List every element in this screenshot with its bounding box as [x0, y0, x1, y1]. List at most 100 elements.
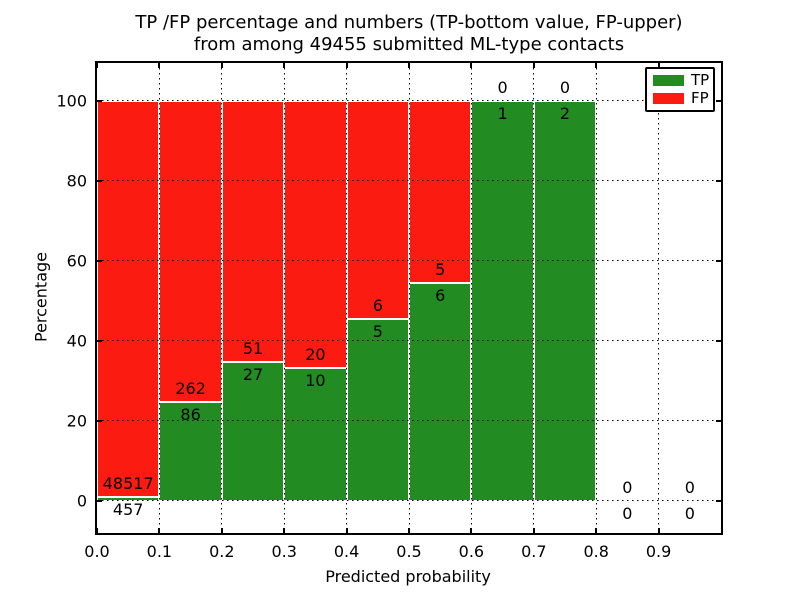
x-tick-label: 0.7 [521, 542, 547, 561]
y-tick-mark-right [716, 99, 721, 102]
fp-count-label: 5 [435, 259, 446, 279]
x-tick-mark-top [220, 63, 223, 68]
fp-count-label: 51 [242, 339, 264, 359]
vertical-gridline [470, 63, 472, 533]
x-tick-mark [470, 528, 473, 533]
x-tick-mark-top [96, 63, 98, 68]
fp-count-label: 0 [684, 477, 695, 497]
chart-title-line1: TP /FP percentage and numbers (TP-bottom… [135, 12, 683, 33]
chart-title: TP /FP percentage and numbers (TP-bottom… [135, 12, 682, 56]
y-tick-mark-right [716, 259, 721, 262]
chart-title-line2: from among 49455 submitted ML-type conta… [193, 34, 625, 55]
tp-bar-segment [409, 282, 472, 501]
y-tick-mark-right [716, 419, 721, 422]
x-tick-mark [96, 528, 98, 533]
legend-item-tp: TP [653, 73, 709, 88]
x-tick-label: 0.6 [458, 542, 485, 561]
tp-bar-segment [221, 362, 285, 501]
x-tick-mark [345, 528, 348, 533]
fp-count-label: 48517 [102, 474, 154, 494]
x-tick-mark-top [657, 63, 660, 68]
legend: TP FP [645, 67, 715, 112]
fp-count-label: 0 [497, 77, 508, 97]
x-tick-label: 0.8 [583, 542, 609, 561]
x-tick-label: 0.9 [645, 542, 672, 561]
tp-bar-segment [346, 318, 409, 501]
tp-bar-segment [284, 367, 347, 501]
fp-count-label: 20 [305, 344, 326, 364]
y-tick-label: 0 [76, 491, 87, 511]
horizontal-gridline [97, 500, 721, 502]
y-tick-mark [97, 499, 102, 502]
tp-count-label: 10 [305, 370, 326, 390]
y-tick-label: 100 [56, 91, 87, 111]
tp-bar-segment [471, 100, 534, 501]
tp-bar-segment [533, 100, 597, 501]
tp-count-label: 5 [372, 321, 383, 341]
fp-count-label: 262 [175, 379, 206, 399]
horizontal-gridline [97, 100, 721, 102]
tp-count-label: 6 [435, 285, 446, 305]
fp-count-label: 6 [372, 295, 383, 315]
horizontal-gridline [97, 260, 721, 262]
tp-color-swatch [653, 75, 684, 86]
fp-bar-segment [284, 100, 347, 368]
x-tick-label: 0.4 [333, 542, 360, 561]
x-axis-label: Predicted probability [325, 567, 491, 586]
x-tick-mark [408, 528, 410, 533]
y-tick-label: 20 [66, 411, 87, 431]
fp-count-label: 0 [559, 77, 571, 97]
horizontal-gridline [97, 180, 721, 182]
y-tick-mark [97, 339, 102, 342]
vertical-gridline [595, 63, 597, 533]
y-axis-label: Percentage [31, 251, 51, 343]
plot-area: 48517 457 262 86 51 27 20 10 6 5 5 6 0 1 0 2 0 0 0 0 0.0 0.1 0… [56, 61, 723, 561]
vertical-gridline [158, 63, 160, 533]
vertical-gridline [346, 63, 348, 533]
y-tick-label: 40 [66, 331, 87, 351]
x-tick-mark-top [532, 63, 535, 68]
x-tick-label: 0.2 [209, 542, 235, 561]
tp-count-label: 0 [622, 503, 633, 523]
x-tick-mark [595, 528, 598, 533]
tp-count-label: 1 [497, 103, 508, 123]
tp-count-label: 0 [684, 503, 695, 523]
horizontal-gridline [97, 420, 721, 422]
y-tick-mark [97, 99, 102, 102]
x-tick-mark [283, 528, 286, 533]
fp-bar-segment [159, 100, 222, 403]
x-tick-mark [158, 528, 161, 533]
x-tick-mark-top [158, 63, 161, 68]
fp-bar-segment [221, 100, 285, 363]
x-tick-mark-top [470, 63, 473, 68]
y-tick-mark-right [716, 339, 721, 342]
tp-count-label: 2 [559, 103, 571, 123]
x-tick-mark [657, 528, 660, 533]
x-tick-mark [532, 528, 535, 533]
x-tick-label: 0.0 [84, 542, 110, 561]
y-tick-mark-right [716, 499, 721, 502]
fp-bar-segment [409, 100, 472, 283]
y-tick-mark [97, 179, 102, 182]
legend-label-fp: FP [691, 89, 709, 107]
fp-color-swatch [653, 93, 684, 104]
y-tick-mark-right [716, 179, 721, 182]
vertical-gridline [283, 63, 285, 533]
x-tick-label: 0.3 [271, 542, 297, 561]
x-tick-mark [220, 528, 223, 533]
legend-item-fp: FP [653, 91, 709, 106]
vertical-gridline [533, 63, 535, 533]
y-tick-label: 80 [66, 171, 87, 191]
fp-bar-segment [97, 100, 160, 498]
fp-bar-segment [346, 100, 409, 319]
x-tick-mark-top [408, 63, 410, 68]
tp-count-label: 27 [242, 365, 264, 385]
vertical-gridline [658, 63, 660, 533]
y-tick-label: 60 [66, 251, 87, 271]
y-tick-mark [97, 259, 102, 262]
x-tick-mark-top [283, 63, 286, 68]
y-tick-mark [97, 419, 102, 422]
x-tick-mark-top [595, 63, 598, 68]
x-tick-mark-top [345, 63, 348, 68]
